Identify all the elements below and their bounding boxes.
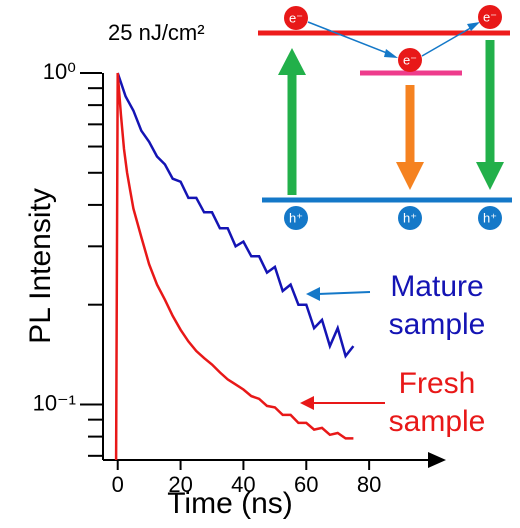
x-axis-label: Time (ns)	[167, 487, 293, 520]
arrow	[307, 21, 393, 56]
hole-label: h⁺	[403, 210, 417, 225]
arrowhead	[384, 49, 398, 58]
data-line	[114, 72, 354, 461]
arrowhead	[300, 396, 314, 410]
hole-label: h⁺	[289, 210, 303, 225]
arrowhead	[476, 162, 504, 190]
energy-diagram: e⁻ e⁻ e⁻ h⁺ h⁺ h⁺	[258, 5, 512, 230]
electron	[398, 48, 422, 72]
x-tick-label: 40	[231, 472, 255, 497]
data-line	[116, 72, 355, 359]
electron-label: e⁻	[403, 52, 417, 67]
legend-entry: Fresh sample	[388, 367, 486, 438]
arrow	[421, 25, 475, 57]
arrowhead	[306, 287, 320, 301]
hole	[284, 206, 308, 230]
y-tick-label: 10⁰	[43, 59, 76, 84]
y-axis-label: PL Intensity	[24, 188, 57, 344]
x-tick-label: 60	[294, 472, 318, 497]
axis-arrowhead	[428, 452, 446, 468]
legend-entry: Mature sample	[388, 270, 486, 341]
x-tick-label: 80	[357, 472, 381, 497]
electron-label: e⁻	[289, 10, 303, 25]
electron	[284, 6, 308, 30]
hole-label: h⁺	[483, 210, 497, 225]
arrowhead	[467, 22, 480, 31]
x-tick-label: 20	[168, 472, 192, 497]
pointer-arrow	[317, 291, 371, 295]
hole	[478, 206, 502, 230]
x-tick-label: 0	[112, 472, 124, 497]
hole	[398, 206, 422, 230]
arrowhead	[396, 162, 424, 190]
fluence-label: 25 nJ/cm²	[108, 20, 205, 45]
electron	[478, 5, 502, 29]
y-tick-label: 10⁻¹	[33, 390, 76, 415]
electron-label: e⁻	[483, 9, 497, 24]
arrowhead	[278, 48, 306, 75]
